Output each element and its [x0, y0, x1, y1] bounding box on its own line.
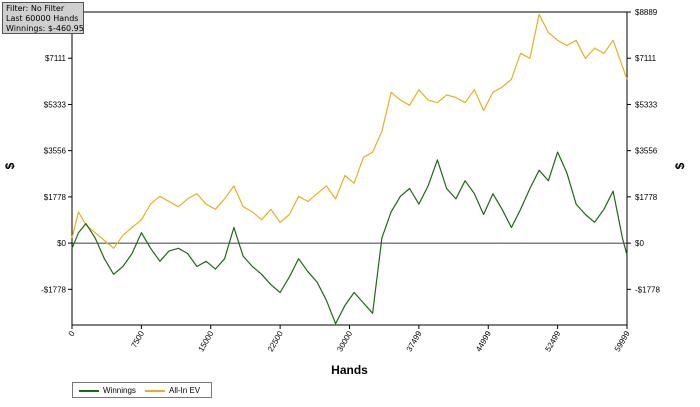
legend-swatch-winnings	[79, 389, 99, 392]
series-line-allin-ev	[71, 13, 628, 249]
legend: Winnings All-In EV	[72, 382, 212, 398]
y-tick-label-right: -$1778	[635, 285, 660, 294]
y-tick-label-right: $1778	[635, 193, 658, 202]
filter-info-box: Filter: No Filter Last 60000 Hands Winni…	[2, 2, 84, 34]
y-tick-label-right: $0	[635, 239, 644, 248]
x-tick-label: 59999	[613, 329, 632, 353]
legend-item-allin-ev: All-In EV	[145, 386, 200, 395]
x-tick-label: 7500	[129, 329, 146, 349]
y-tick-label-left: $7111	[45, 54, 67, 63]
x-tick-label: 44999	[474, 329, 493, 353]
x-tick-label: 37499	[405, 329, 424, 353]
series-layer	[71, 13, 628, 325]
hands-count-label: Last 60000 Hands	[6, 14, 79, 23]
legend-swatch-allin-ev	[145, 389, 165, 392]
legend-item-winnings: Winnings	[79, 386, 136, 395]
x-tick-label: 30000	[335, 329, 354, 353]
y-tick-label-left: $5333	[44, 100, 67, 109]
y-tick-label-right: $5333	[635, 100, 658, 109]
plot-area	[71, 11, 628, 326]
y-axis-title-left: $	[3, 162, 17, 169]
x-tick-label: 0	[67, 329, 77, 338]
legend-label-winnings: Winnings	[103, 386, 136, 395]
x-tick-label: 22500	[266, 329, 285, 353]
legend-label-allin-ev: All-In EV	[169, 386, 201, 395]
y-tick-label-left: $0	[57, 239, 66, 248]
y-tick-label-left: $3556	[44, 147, 67, 156]
y-tick-label-left: -$1778	[41, 285, 66, 294]
y-tick-label-right: $8889	[635, 8, 658, 17]
x-axis-title: Hands	[331, 363, 368, 377]
x-tick-label: 52499	[543, 329, 562, 353]
series-line-winnings	[71, 151, 628, 325]
y-tick-label-left: $1778	[44, 193, 67, 202]
y-tick-label-right: $7111	[635, 54, 657, 63]
y-tick-label-right: $3556	[635, 147, 658, 156]
x-tick-label: 15000	[197, 329, 216, 353]
y-axis-title-right: $	[673, 162, 687, 169]
filter-label: Filter: No Filter	[6, 4, 65, 13]
winnings-total-label: Winnings: $-460.95	[6, 24, 84, 33]
